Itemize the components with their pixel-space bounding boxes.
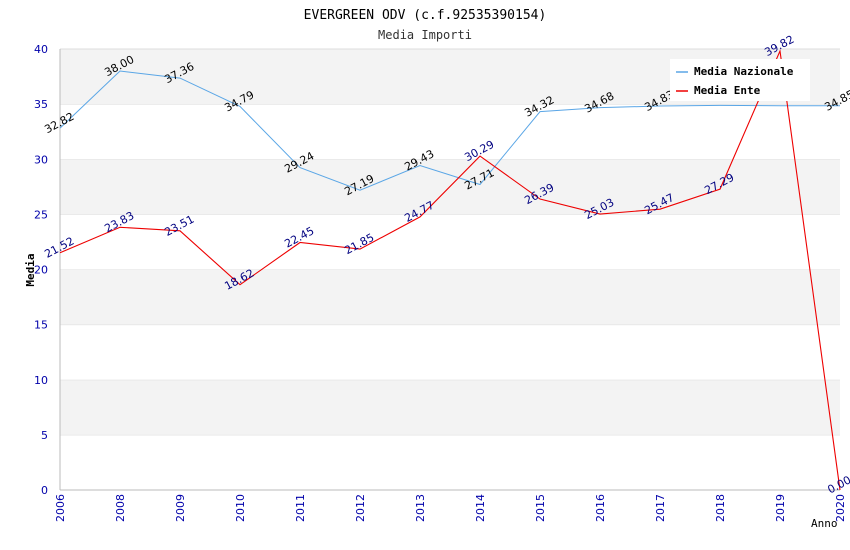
grid-band (60, 379, 840, 435)
y-tick-label: 35 (34, 98, 48, 111)
axes (59, 49, 840, 491)
legend: Media Nazionale Media Ente (670, 59, 810, 101)
series-line-media-ente (59, 48, 841, 491)
y-tick-labels: 0 5 10 15 20 25 30 35 40 (34, 43, 48, 497)
y-tick-label: 30 (34, 153, 48, 166)
x-tick-label: 2012 (354, 494, 367, 522)
legend-box (670, 59, 810, 101)
legend-label-media-ente: Media Ente (694, 84, 761, 97)
x-tick-labels: 2006 2008 2009 2010 2011 2012 2013 2014 2015 2016… (54, 494, 847, 522)
x-tick-label: 2016 (594, 494, 607, 522)
x-tick-label: 2017 (654, 494, 667, 522)
x-tick-label: 2006 (54, 494, 67, 522)
grid-band (60, 269, 840, 325)
x-tick-label: 2008 (114, 494, 127, 522)
x-tick-label: 2020 (834, 494, 847, 522)
x-tick-label: 2019 (774, 494, 787, 522)
y-tick-label: 0 (41, 484, 48, 497)
chart-title: EVERGREEN ODV (c.f.92535390154) (304, 8, 547, 23)
y-tick-label: 25 (34, 208, 48, 221)
grid-band (60, 434, 840, 490)
x-tick-label: 2013 (414, 494, 427, 522)
grid-bands (60, 48, 840, 490)
x-tick-label: 2018 (714, 494, 727, 522)
y-tick-label: 5 (41, 429, 48, 442)
series-line-media-nazionale (59, 70, 840, 191)
y-tick-label: 10 (34, 374, 48, 387)
grid-band (60, 324, 840, 380)
y-tick-label: 15 (34, 319, 48, 332)
chart-subtitle: Media Importi (378, 28, 472, 42)
legend-label-media-nazionale: Media Nazionale (694, 65, 794, 78)
x-axis-label: Anno (811, 517, 838, 530)
x-tick-label: 2014 (474, 494, 487, 522)
grid-band (60, 104, 840, 160)
x-tick-label: 2009 (174, 494, 187, 522)
series-lines (59, 48, 841, 491)
y-tick-label: 40 (34, 43, 48, 56)
x-tick-label: 2010 (234, 494, 247, 522)
grid-band (60, 214, 840, 270)
y-axis-label: Media (24, 253, 37, 286)
y-tick-label: 20 (34, 264, 48, 277)
x-tick-label: 2015 (534, 494, 547, 522)
x-tick-label: 2011 (294, 494, 307, 522)
